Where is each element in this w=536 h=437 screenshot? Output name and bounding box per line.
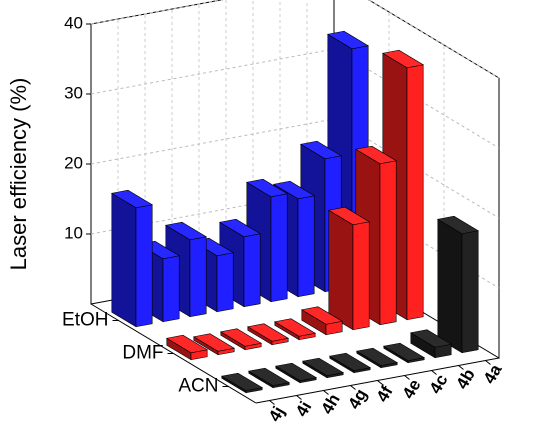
bar-front <box>461 230 479 354</box>
bar-top <box>247 367 291 386</box>
bar-side <box>328 209 354 331</box>
legend-label: ACN <box>178 376 218 397</box>
category-tick <box>458 365 464 370</box>
bar-front <box>270 193 288 303</box>
bar <box>328 352 372 374</box>
category-tick <box>350 385 356 390</box>
bar <box>220 372 264 394</box>
bar-top <box>246 323 290 342</box>
x-tick-label: 4e <box>399 376 425 402</box>
y-tick-label: 30 <box>64 83 83 102</box>
bar-front <box>379 160 397 326</box>
category-tick <box>431 370 437 375</box>
bar-front <box>162 255 180 323</box>
category-tick <box>269 400 275 405</box>
category-tick <box>296 395 302 400</box>
bar-top <box>299 140 343 160</box>
bar-top <box>165 334 209 354</box>
bar-top <box>164 221 208 241</box>
bar <box>247 367 291 389</box>
x-tick-label: 4b <box>452 366 478 393</box>
bar-top <box>218 218 262 238</box>
bar-top <box>436 215 480 235</box>
bar-front <box>189 236 207 318</box>
x-tick-label: 4c <box>426 371 452 397</box>
legend-label: DMF <box>122 343 163 364</box>
bar-top <box>382 342 426 361</box>
bar-top <box>219 328 263 347</box>
bar-top <box>381 49 425 69</box>
bar-front <box>216 252 234 313</box>
bar <box>273 318 317 341</box>
y-axis-title: Laser efficiency (%) <box>6 78 31 271</box>
x-tick-label: 4g <box>344 386 370 413</box>
y-tick-label: 40 <box>64 13 83 32</box>
category-tick <box>485 360 491 365</box>
bar <box>301 357 345 379</box>
bar-top <box>409 329 453 348</box>
bar <box>436 215 480 354</box>
bar <box>246 323 290 346</box>
bar-top <box>300 306 344 325</box>
x-tick-label: 4j <box>265 403 289 425</box>
category-tick <box>404 375 410 380</box>
bar <box>192 333 236 356</box>
bar <box>219 328 263 351</box>
bar-top <box>355 347 399 366</box>
bar-top <box>301 357 345 376</box>
bar-side <box>111 192 137 328</box>
y-tick-label: 10 <box>64 223 83 242</box>
category-tick <box>377 380 383 385</box>
x-tick-label: 4a <box>480 361 506 387</box>
bar-top <box>274 362 318 381</box>
bar-front <box>352 221 370 331</box>
bar-top <box>328 352 372 371</box>
bar <box>110 189 154 328</box>
bar-top <box>273 318 317 337</box>
bar-top <box>192 333 236 352</box>
bar-front <box>243 233 261 308</box>
bar <box>165 334 209 361</box>
bar-top <box>110 189 154 209</box>
bar <box>300 306 344 336</box>
bar-top <box>326 30 370 50</box>
bar-top <box>272 180 316 200</box>
legend-label: EtOH <box>62 310 108 331</box>
bar-top <box>220 372 264 391</box>
bar-top <box>327 206 371 226</box>
x-tick-label: 4h <box>317 391 343 418</box>
bar-top <box>354 145 398 165</box>
bar <box>327 206 371 331</box>
bar-front <box>406 64 424 321</box>
bar-side <box>437 218 463 354</box>
bar-front <box>135 204 153 328</box>
bar <box>355 347 399 369</box>
bar <box>274 362 318 384</box>
bar <box>382 342 426 364</box>
x-tick-label: 4i <box>292 398 316 420</box>
category-tick <box>323 390 329 395</box>
bar-front <box>297 195 315 298</box>
bar <box>409 329 453 359</box>
y-tick-label: 20 <box>64 153 83 172</box>
bar-top <box>245 178 289 198</box>
x-tick-label: 4f <box>373 382 397 405</box>
